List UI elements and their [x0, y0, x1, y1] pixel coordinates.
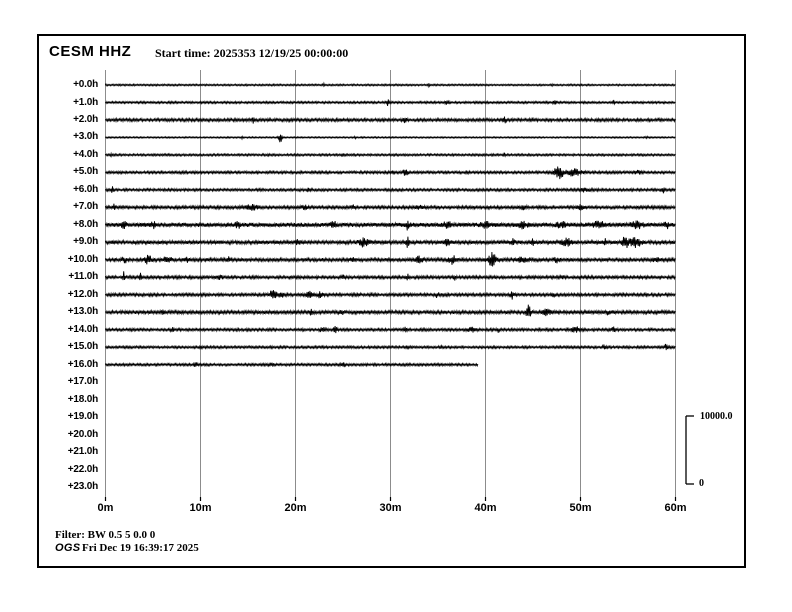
seismic-trace — [105, 304, 676, 317]
seismic-trace — [105, 326, 676, 334]
seismic-trace — [105, 134, 676, 143]
start-time-label: Start time: 2025353 12/19/25 00:00:00 — [155, 46, 349, 60]
trace-hour-label: +12.0h — [67, 288, 98, 300]
trace-hour-label: +6.0h — [73, 183, 98, 195]
trace-hour-label: +5.0h — [73, 166, 98, 178]
x-axis-tick-label: 0m — [97, 502, 114, 514]
trace-hour-label: +0.0h — [73, 79, 98, 90]
amplitude-scale-bracket — [685, 415, 694, 485]
seismic-trace — [105, 361, 479, 368]
trace-hour-label: +15.0h — [67, 341, 98, 353]
seismic-trace — [105, 99, 676, 106]
trace-hour-label: +23.0h — [67, 481, 98, 492]
seismic-trace — [105, 81, 676, 89]
seismic-trace — [105, 151, 676, 158]
agency-label: OGS — [55, 542, 81, 554]
trace-hour-label: +4.0h — [73, 148, 98, 160]
trace-hour-label: +10.0h — [67, 253, 98, 265]
seismic-trace — [105, 251, 676, 267]
seismic-trace — [105, 343, 676, 351]
trace-hour-label: +7.0h — [73, 201, 98, 213]
seismic-trace — [105, 236, 676, 248]
trace-hour-label: +20.0h — [67, 428, 98, 440]
x-axis-tick-label: 10m — [189, 502, 212, 514]
station-channel-title: CESM HHZ — [49, 43, 132, 60]
trace-hour-label: +13.0h — [67, 306, 98, 318]
x-axis-tick-label: 60m — [664, 502, 687, 514]
trace-hour-label: +16.0h — [67, 358, 98, 370]
filter-label: Filter: BW 0.5 5 0.0 0 — [55, 529, 156, 541]
trace-hour-label: +8.0h — [73, 218, 98, 230]
trace-hour-label: +1.0h — [73, 96, 98, 108]
amplitude-scale-min-label: 0 — [699, 478, 704, 489]
trace-hour-label: +14.0h — [67, 323, 98, 335]
plot-frame — [37, 34, 746, 568]
x-axis-tick-label: 30m — [379, 502, 402, 514]
seismic-trace — [105, 271, 676, 281]
trace-hour-label: +3.0h — [73, 131, 98, 143]
x-axis-tick-label: 40m — [474, 502, 497, 514]
render-timestamp-label: Fri Dec 19 16:39:17 2025 — [82, 542, 199, 554]
seismic-trace — [105, 220, 676, 231]
x-axis-tick-label: 20m — [284, 502, 307, 514]
x-axis-tick-label: 50m — [569, 502, 592, 514]
trace-hour-label: +2.0h — [73, 114, 98, 125]
trace-hour-label: +11.0h — [68, 271, 98, 283]
trace-hour-label: +22.0h — [67, 463, 98, 475]
trace-hour-label: +9.0h — [73, 236, 98, 248]
seismic-trace — [105, 116, 676, 124]
trace-hour-label: +18.0h — [67, 393, 98, 405]
seismic-trace — [105, 290, 676, 300]
trace-hour-label: +19.0h — [67, 411, 98, 423]
seismic-trace — [105, 186, 676, 194]
trace-hour-label: +21.0h — [67, 446, 98, 458]
trace-hour-label: +17.0h — [67, 376, 98, 388]
seismic-trace — [105, 166, 676, 180]
seismic-trace — [105, 203, 676, 211]
amplitude-scale-max-label: 10000.0 — [700, 411, 733, 422]
